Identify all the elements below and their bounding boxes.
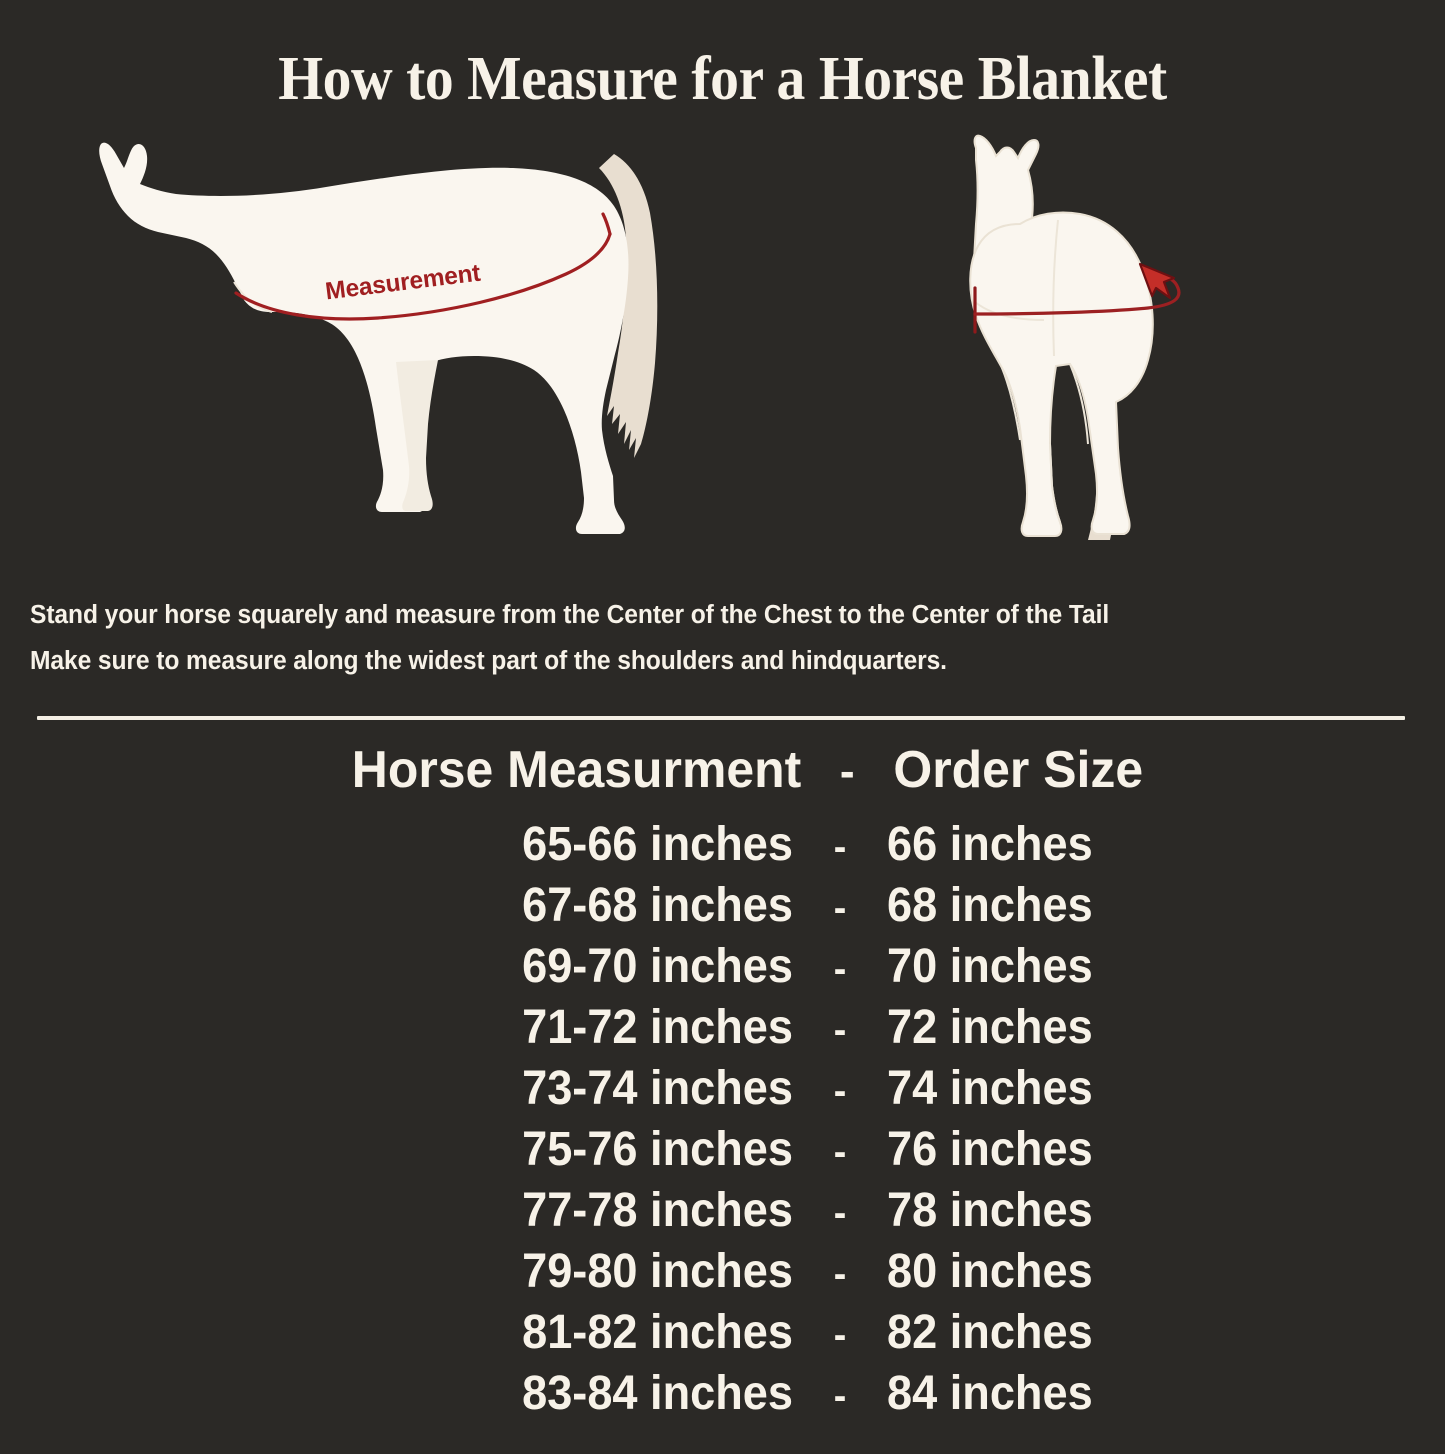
- cell-order-size: 70 inches: [887, 940, 1093, 993]
- cell-separator: -: [833, 1374, 847, 1418]
- cell-separator: -: [833, 1313, 847, 1357]
- cell-separator: -: [833, 1191, 847, 1235]
- column-header-separator: -: [839, 745, 855, 797]
- table-header-row: Horse Measurment - Order Size: [29, 734, 1416, 814]
- horse-tail-shape: [599, 154, 658, 458]
- cell-order-size: 76 inches: [887, 1123, 1093, 1176]
- horse-rear-contours: [974, 219, 1089, 445]
- table-row: 67-68 inches -68 inches: [43, 875, 1401, 936]
- cell-separator: -: [833, 1069, 847, 1113]
- cell-order-size: 74 inches: [887, 1062, 1093, 1115]
- cell-separator: -: [833, 1252, 847, 1296]
- section-divider: [37, 716, 1405, 720]
- column-header-measurement: Horse Measurment: [351, 741, 802, 799]
- cell-horse-measurement: 83-84 inches: [522, 1367, 793, 1420]
- size-chart-table: Horse Measurment - Order Size 65-66 inch…: [0, 734, 1445, 1424]
- table-row: 73-74 inches -74 inches: [43, 1058, 1401, 1119]
- horse-body-shape: [99, 142, 629, 534]
- cell-order-size: 68 inches: [887, 879, 1093, 932]
- cell-separator: -: [833, 1008, 847, 1052]
- table-row: 79-80 inches -80 inches: [43, 1241, 1401, 1302]
- cell-order-size: 84 inches: [887, 1367, 1093, 1420]
- instructions-line-1: Stand your horse squarely and measure fr…: [30, 601, 1110, 629]
- cell-horse-measurement: 75-76 inches: [522, 1123, 793, 1176]
- cell-horse-measurement: 73-74 inches: [522, 1062, 793, 1115]
- cell-order-size: 66 inches: [887, 818, 1093, 871]
- cell-horse-measurement: 81-82 inches: [522, 1306, 793, 1359]
- cell-separator: -: [833, 825, 847, 869]
- page-title: How to Measure for a Horse Blanket: [278, 45, 1167, 113]
- cell-separator: -: [833, 1130, 847, 1174]
- cell-order-size: 80 inches: [887, 1245, 1093, 1298]
- measurement-curve: [234, 232, 612, 321]
- measurement-arrowhead: [1138, 262, 1176, 300]
- cell-separator: -: [833, 947, 847, 991]
- horse-rear-view-icon: [969, 134, 1181, 540]
- horse-inner-leg-shape: [396, 360, 438, 511]
- horse-rear-body-shape: [969, 211, 1154, 537]
- table-row: 83-84 inches -84 inches: [43, 1363, 1401, 1424]
- measurement-wrap-line: [973, 275, 1181, 316]
- table-row: 69-70 inches -70 inches: [43, 936, 1401, 997]
- measurement-tick: [601, 212, 612, 236]
- table-body: 65-66 inches -66 inches 67-68 inches -68 in…: [0, 814, 1445, 1424]
- cell-order-size: 78 inches: [887, 1184, 1093, 1237]
- instructions-line-2: Make sure to measure along the widest pa…: [30, 647, 947, 675]
- cell-separator: -: [833, 886, 847, 930]
- cell-horse-measurement: 77-78 inches: [522, 1184, 793, 1237]
- table-row: 77-78 inches -78 inches: [43, 1180, 1401, 1241]
- cell-horse-measurement: 67-68 inches: [522, 879, 793, 932]
- table-row: 81-82 inches -82 inches: [43, 1302, 1401, 1363]
- cell-horse-measurement: 71-72 inches: [522, 1001, 793, 1054]
- cell-horse-measurement: 79-80 inches: [522, 1245, 793, 1298]
- column-header-order-size: Order Size: [893, 741, 1144, 799]
- cell-order-size: 82 inches: [887, 1306, 1093, 1359]
- horse-rear-leg-edge: [1049, 443, 1061, 523]
- cell-horse-measurement: 69-70 inches: [522, 940, 793, 993]
- table-row: 71-72 inches -72 inches: [43, 997, 1401, 1058]
- table-row: 75-76 inches -76 inches: [43, 1119, 1401, 1180]
- cell-order-size: 72 inches: [887, 1001, 1093, 1054]
- table-row: 65-66 inches -66 inches: [43, 814, 1401, 875]
- horse-side-view-icon: Measurement: [99, 142, 658, 534]
- horse-illustrations: Measurement: [0, 128, 1445, 576]
- cell-horse-measurement: 65-66 inches: [522, 818, 793, 871]
- instructions-text: Stand your horse squarely and measure fr…: [30, 592, 1373, 684]
